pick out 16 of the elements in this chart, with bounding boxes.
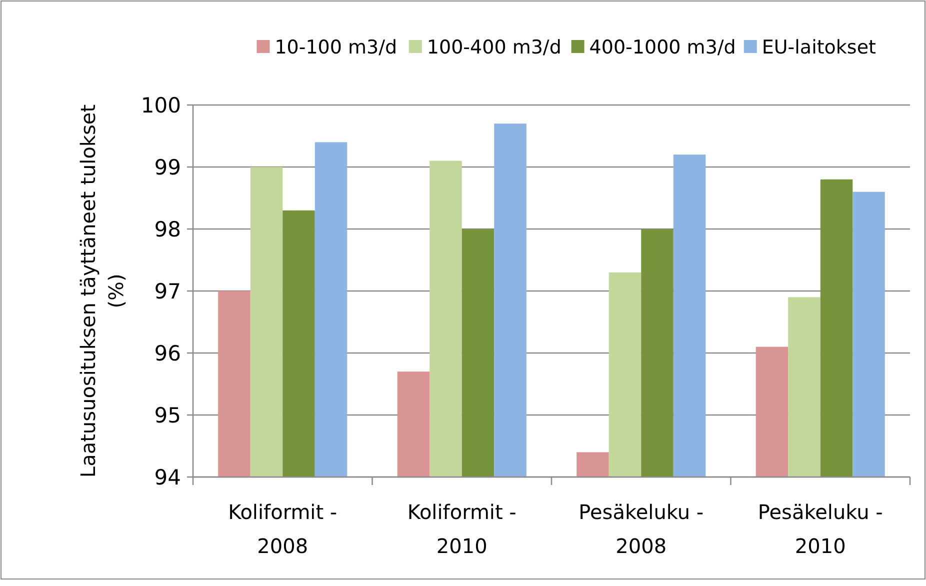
y-axis-title: Laatusuosituksen täyttäneet tulokset (%) [76,104,128,478]
y-tick-label: 96 [154,341,181,366]
legend-label: EU-laitokset [762,36,876,59]
legend-label: 100-400 m3/d [426,36,562,59]
x-tick-label: Koliformit - 2010 [407,500,516,558]
y-tick-label: 98 [154,217,181,242]
legend-label: 10-100 m3/d [274,36,398,59]
x-tick-label: Koliformit - 2008 [228,500,338,558]
legend-label: 400-1000 m3/d [589,36,736,59]
x-tick-label: Pesäkeluku - 2010 [758,500,883,558]
y-tick-label: 100 [140,93,181,118]
y-tick-label: 99 [154,155,181,180]
y-tick-label: 97 [154,279,181,304]
x-tick-label: Pesäkeluku - 2008 [578,500,704,558]
y-tick-label: 94 [154,465,181,490]
y-tick-label: 95 [154,403,181,428]
